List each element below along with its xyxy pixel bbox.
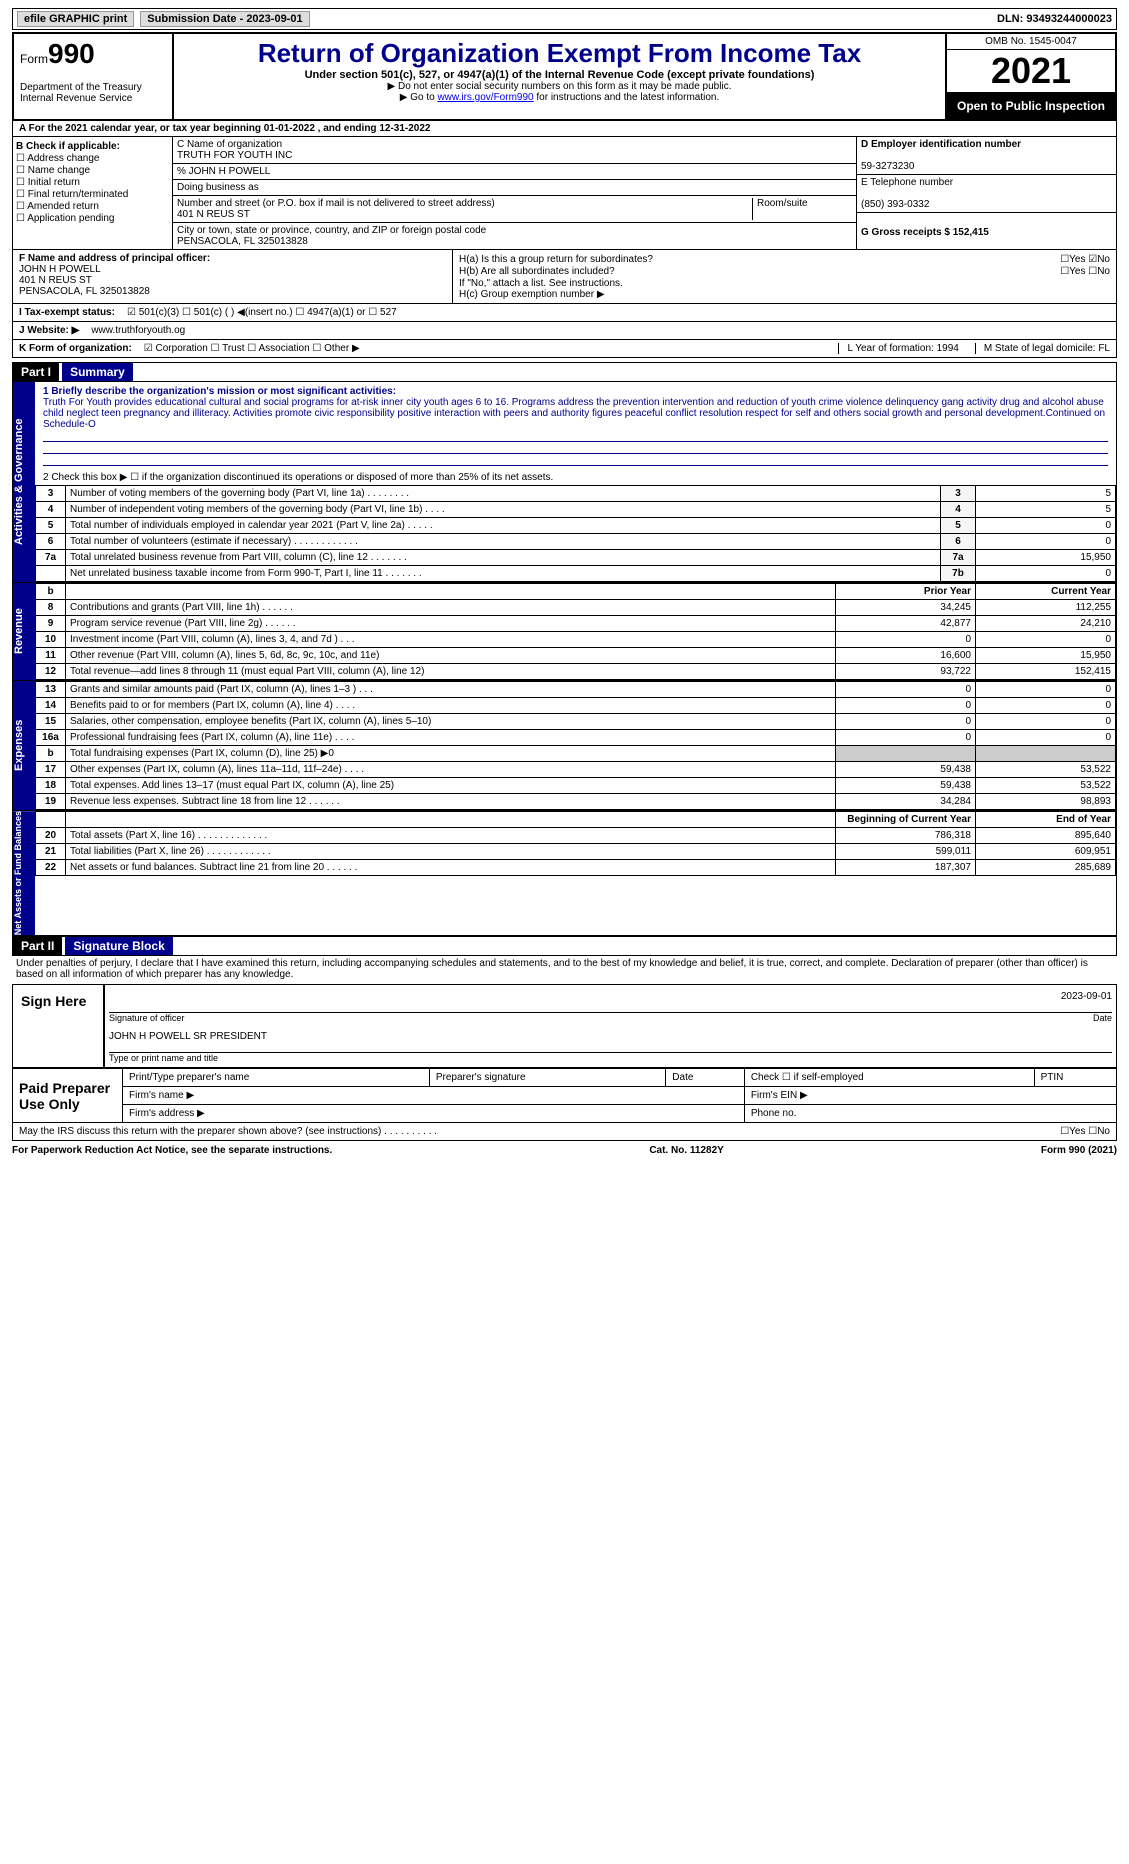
website: www.truthforyouth.og	[91, 325, 185, 336]
form-header: Form990 Department of the Treasury Inter…	[12, 32, 1117, 121]
form-subtitle: Under section 501(c), 527, or 4947(a)(1)…	[178, 69, 941, 81]
perjury-declaration: Under penalties of perjury, I declare th…	[12, 956, 1117, 982]
row-j-website: J Website: ▶www.truthforyouth.og	[12, 322, 1117, 340]
submission-date: Submission Date - 2023-09-01	[140, 11, 309, 27]
room-suite: Room/suite	[752, 198, 852, 220]
form-number: 990	[48, 38, 95, 69]
mission-text: Truth For Youth provides educational cul…	[43, 397, 1105, 430]
discuss-question: May the IRS discuss this return with the…	[19, 1126, 437, 1137]
ein: 59-3273230	[861, 161, 914, 172]
side-netassets: Net Assets or Fund Balances	[13, 811, 35, 935]
dept-label: Department of the Treasury	[20, 82, 166, 93]
form-title: Return of Organization Exempt From Incom…	[178, 38, 941, 69]
foot-left: For Paperwork Reduction Act Notice, see …	[12, 1145, 332, 1156]
col-b-checkboxes: B Check if applicable: ☐ Address change …	[13, 137, 173, 249]
state-domicile: M State of legal domicile: FL	[975, 343, 1110, 354]
sign-here-label: Sign Here	[13, 985, 103, 1067]
part2-hdr: Part II	[13, 937, 62, 955]
city-state-zip: PENSACOLA, FL 325013828	[177, 236, 308, 247]
check-final[interactable]: ☐ Final return/terminated	[16, 189, 169, 200]
check-amended[interactable]: ☐ Amended return	[16, 201, 169, 212]
part2-title: Signature Block	[65, 937, 172, 955]
side-governance: Activities & Governance	[13, 382, 35, 582]
note-link: ▶ Go to www.irs.gov/Form990 for instruct…	[178, 92, 941, 103]
col-h: H(a) Is this a group return for subordin…	[453, 250, 1116, 303]
officer-name: JOHN H POWELL	[19, 264, 101, 275]
q2-checkbox[interactable]: 2 Check this box ▶ ☐ if the organization…	[35, 470, 1116, 485]
foot-right: Form 990 (2021)	[1041, 1145, 1117, 1156]
telephone: (850) 393-0332	[861, 199, 929, 210]
efile-button[interactable]: efile GRAPHIC print	[17, 11, 134, 27]
public-inspection: Open to Public Inspection	[947, 93, 1115, 119]
form-label: Form	[20, 52, 48, 66]
side-expenses: Expenses	[13, 681, 35, 810]
paid-preparer-label: Paid Preparer Use Only	[13, 1069, 123, 1123]
care-of: % JOHN H POWELL	[173, 164, 856, 180]
irs-link[interactable]: www.irs.gov/Form990	[437, 92, 533, 103]
check-name[interactable]: ☐ Name change	[16, 165, 169, 176]
foot-mid: Cat. No. 11282Y	[649, 1145, 723, 1156]
check-address[interactable]: ☐ Address change	[16, 153, 169, 164]
gross-receipts: G Gross receipts $ 152,415	[861, 227, 989, 238]
check-initial[interactable]: ☐ Initial return	[16, 177, 169, 188]
part1-hdr: Part I	[13, 363, 59, 381]
col-d: D Employer identification number59-32732…	[856, 137, 1116, 249]
tax-year: 2021	[947, 50, 1115, 93]
ha-answer: ☐Yes ☑No	[1060, 254, 1110, 265]
check-application[interactable]: ☐ Application pending	[16, 213, 169, 224]
year-formation: L Year of formation: 1994	[838, 343, 958, 354]
col-f-officer: F Name and address of principal officer:…	[13, 250, 453, 303]
irs-label: Internal Revenue Service	[20, 93, 166, 104]
sig-date: 2023-09-01	[1061, 991, 1112, 1002]
discuss-answer[interactable]: ☐Yes ☐No	[1060, 1126, 1110, 1137]
officer-name-title: JOHN H POWELL SR PRESIDENT	[109, 1031, 267, 1042]
hb-answer: ☐Yes ☐No	[1060, 266, 1110, 277]
hc-group: H(c) Group exemption number ▶	[459, 289, 1110, 300]
side-revenue: Revenue	[13, 583, 35, 680]
row-a: A For the 2021 calendar year, or tax yea…	[12, 121, 1117, 137]
q1-label: 1 Briefly describe the organization's mi…	[43, 386, 396, 397]
omb-number: OMB No. 1545-0047	[947, 34, 1115, 50]
street: 401 N REUS ST	[177, 209, 250, 220]
dba-label: Doing business as	[173, 180, 856, 196]
top-bar: efile GRAPHIC print Submission Date - 20…	[12, 8, 1117, 30]
org-name: TRUTH FOR YOUTH INC	[177, 150, 292, 161]
col-c: C Name of organizationTRUTH FOR YOUTH IN…	[173, 137, 856, 249]
row-k: K Form of organization:☑ Corporation ☐ T…	[12, 340, 1117, 358]
part1-title: Summary	[62, 363, 133, 381]
row-i-tax-status: I Tax-exempt status:☑ 501(c)(3) ☐ 501(c)…	[12, 304, 1117, 322]
dln-label: DLN: 93493244000023	[997, 13, 1112, 25]
note-ssn: ▶ Do not enter social security numbers o…	[178, 81, 941, 92]
